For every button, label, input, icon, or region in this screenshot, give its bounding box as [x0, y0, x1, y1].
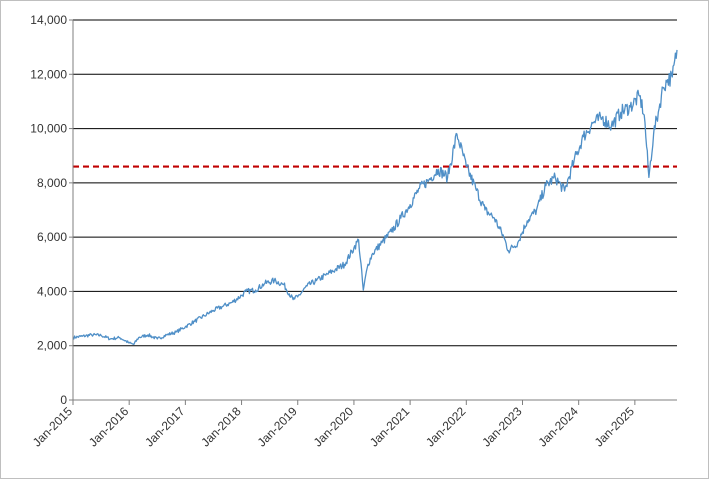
- series-group: [72, 49, 678, 346]
- y-tick-label: 0: [60, 393, 67, 407]
- x-tick-label: Jan-2022: [423, 404, 469, 450]
- x-tick-label: Jan-2016: [86, 404, 132, 450]
- x-tick-label: Jan-2017: [142, 404, 188, 450]
- gridlines: [73, 19, 677, 347]
- x-axis-ticks: Jan-2015 Jan-2016 Jan-2017 Jan-2018 Jan-2019…: [30, 400, 637, 450]
- y-tick-label: 14,000: [30, 13, 67, 27]
- y-tick-label: 4,000: [37, 284, 67, 298]
- y-axis-ticks: 0 2,000 4,000 6,000 8,000 10,000 12,000 14,000: [30, 13, 67, 407]
- y-tick-label: 8,000: [37, 176, 67, 190]
- x-tick-label: Jan-2015: [30, 404, 76, 450]
- x-tick-label: Jan-2020: [311, 404, 357, 450]
- series-line: [72, 49, 678, 346]
- y-tick-label: 2,000: [37, 339, 67, 353]
- x-tick-label: Jan-2021: [367, 404, 413, 450]
- y-tick-label: 10,000: [30, 122, 67, 136]
- y-tick-label: 6,000: [37, 230, 67, 244]
- x-tick-label: Jan-2018: [198, 404, 244, 450]
- x-tick-label: Jan-2024: [536, 404, 582, 450]
- x-tick-label: Jan-2025: [592, 404, 638, 450]
- x-tick-label: Jan-2019: [255, 404, 301, 450]
- axes: [69, 19, 677, 401]
- x-tick-label: Jan-2023: [479, 404, 525, 450]
- y-tick-label: 12,000: [30, 67, 67, 81]
